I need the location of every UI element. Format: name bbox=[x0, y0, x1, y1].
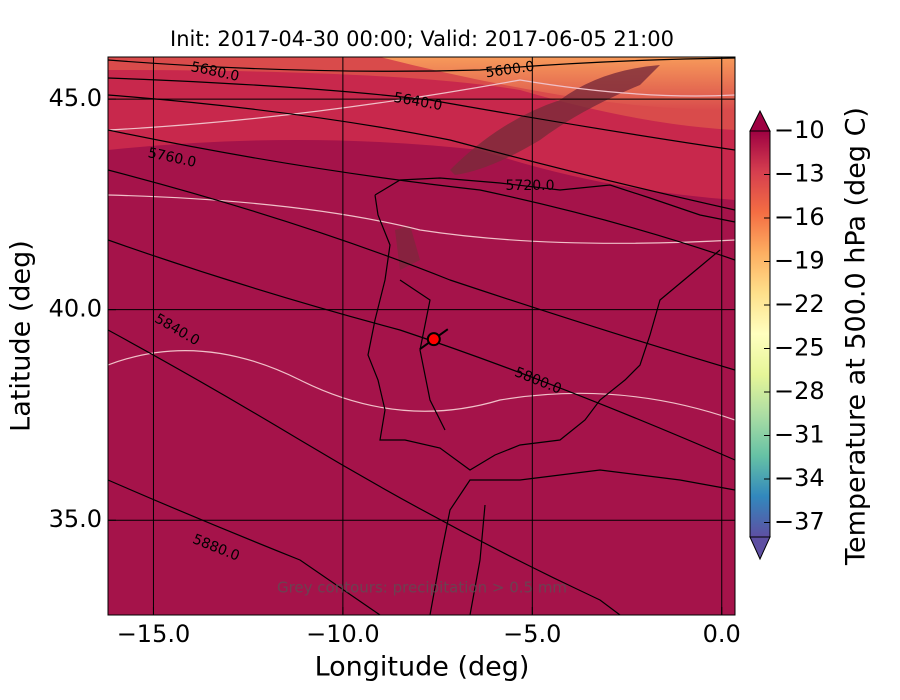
colorbar-tick-label: −34 bbox=[774, 464, 825, 492]
temp-contour bbox=[108, 79, 735, 131]
height-contour bbox=[108, 239, 735, 461]
height-contour bbox=[108, 129, 735, 261]
colorbar bbox=[750, 131, 770, 537]
colorbar-extend-top bbox=[749, 109, 771, 132]
y-tick-label: 40.0 bbox=[49, 295, 102, 323]
height-contour bbox=[108, 479, 381, 615]
chart-title: Init: 2017-04-30 00:00; Valid: 2017-06-0… bbox=[170, 27, 674, 51]
temp-contour bbox=[108, 350, 735, 421]
y-tick-label: 45.0 bbox=[49, 84, 102, 112]
height-contour bbox=[108, 329, 621, 615]
colorbar-label: Temperature at 500.0 hPa (deg C) bbox=[841, 107, 872, 566]
temp-contour bbox=[108, 194, 735, 244]
colorbar-frame bbox=[749, 130, 771, 538]
map-area: 5600.05640.05680.05720.05760.05800.05840… bbox=[108, 57, 735, 615]
x-tick-label: −15.0 bbox=[117, 620, 191, 648]
height-contour bbox=[108, 169, 735, 371]
colorbar-tick-label: −10 bbox=[774, 116, 825, 144]
colorbar-extend-bottom bbox=[749, 536, 771, 561]
contour-label: 5600.0 bbox=[485, 59, 536, 82]
colorbar-tick-label: −28 bbox=[774, 377, 825, 405]
coast bbox=[367, 177, 735, 471]
colorbar-tick-label: −22 bbox=[774, 290, 825, 318]
x-tick-label: 0.0 bbox=[703, 620, 741, 648]
precip-area bbox=[395, 225, 420, 270]
colorbar-tick-label: −31 bbox=[774, 421, 825, 449]
height-contours bbox=[108, 57, 735, 615]
colorbar-tick-label: −25 bbox=[774, 334, 825, 362]
contour-label: 5720.0 bbox=[506, 178, 555, 194]
height-contour bbox=[108, 57, 735, 72]
annotation: Grey contours: precipitation > 0.5 mm bbox=[277, 579, 567, 597]
colorbar-tick-label: −16 bbox=[774, 203, 825, 231]
colorbar-tick-label: −19 bbox=[774, 247, 825, 275]
x-axis-label: Longitude (deg) bbox=[315, 652, 530, 683]
height-contour bbox=[108, 77, 735, 151]
coast bbox=[429, 469, 735, 615]
coastline bbox=[367, 177, 735, 615]
x-tick-label: −10.0 bbox=[306, 620, 380, 648]
location-marker bbox=[426, 332, 441, 347]
precip-area bbox=[450, 65, 660, 175]
colorbar-tick-label: −13 bbox=[774, 160, 825, 188]
colorbar-tick-label: −37 bbox=[774, 508, 825, 536]
border bbox=[399, 279, 486, 615]
y-tick-label: 35.0 bbox=[49, 505, 102, 533]
plot-frame bbox=[107, 56, 736, 616]
height-contour bbox=[108, 94, 735, 211]
x-tick-label: −5.0 bbox=[503, 620, 561, 648]
y-axis-label: Latitude (deg) bbox=[6, 240, 37, 432]
temp-contours bbox=[108, 79, 735, 421]
